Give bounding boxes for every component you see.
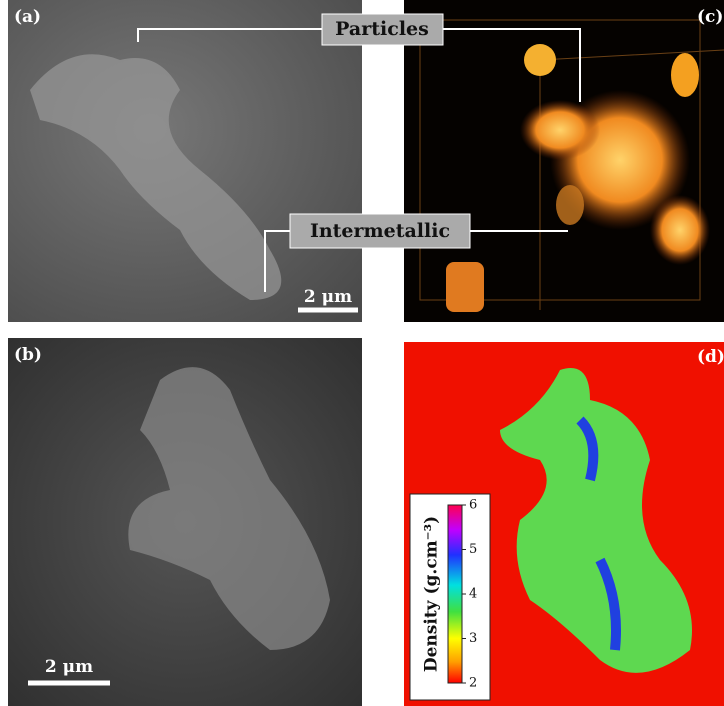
panel-label: (c) <box>697 7 723 27</box>
panel-label: (d) <box>697 347 724 367</box>
panel-c: (c) <box>404 0 724 322</box>
colorbar-tick-label: 4 <box>469 587 477 602</box>
figure: (a) 2 μm (c) (b) 2 μm (d) Density (g.cm⁻… <box>0 0 724 706</box>
annotation: Particles <box>335 18 429 40</box>
colorbar-tick-label: 5 <box>469 542 477 557</box>
colorbar-tick-label: 6 <box>469 498 477 513</box>
colorbar-tick-label: 2 <box>469 676 477 691</box>
panel-label: (a) <box>14 7 41 27</box>
panel-a: (a) 2 μm <box>8 0 362 322</box>
panel-label: (b) <box>14 345 42 365</box>
panel-d: (d) Density (g.cm⁻³) 2 3 4 5 6 <box>404 342 724 706</box>
annotation: Intermetallic <box>310 220 450 242</box>
scale-bar-label: 2 μm <box>304 287 352 307</box>
colorbar-tick-label: 3 <box>469 631 477 646</box>
scale-bar-label: 2 μm <box>45 657 93 677</box>
panel-b: (b) 2 μm <box>8 338 362 706</box>
colorbar-title: Density (g.cm⁻³) <box>422 516 442 672</box>
